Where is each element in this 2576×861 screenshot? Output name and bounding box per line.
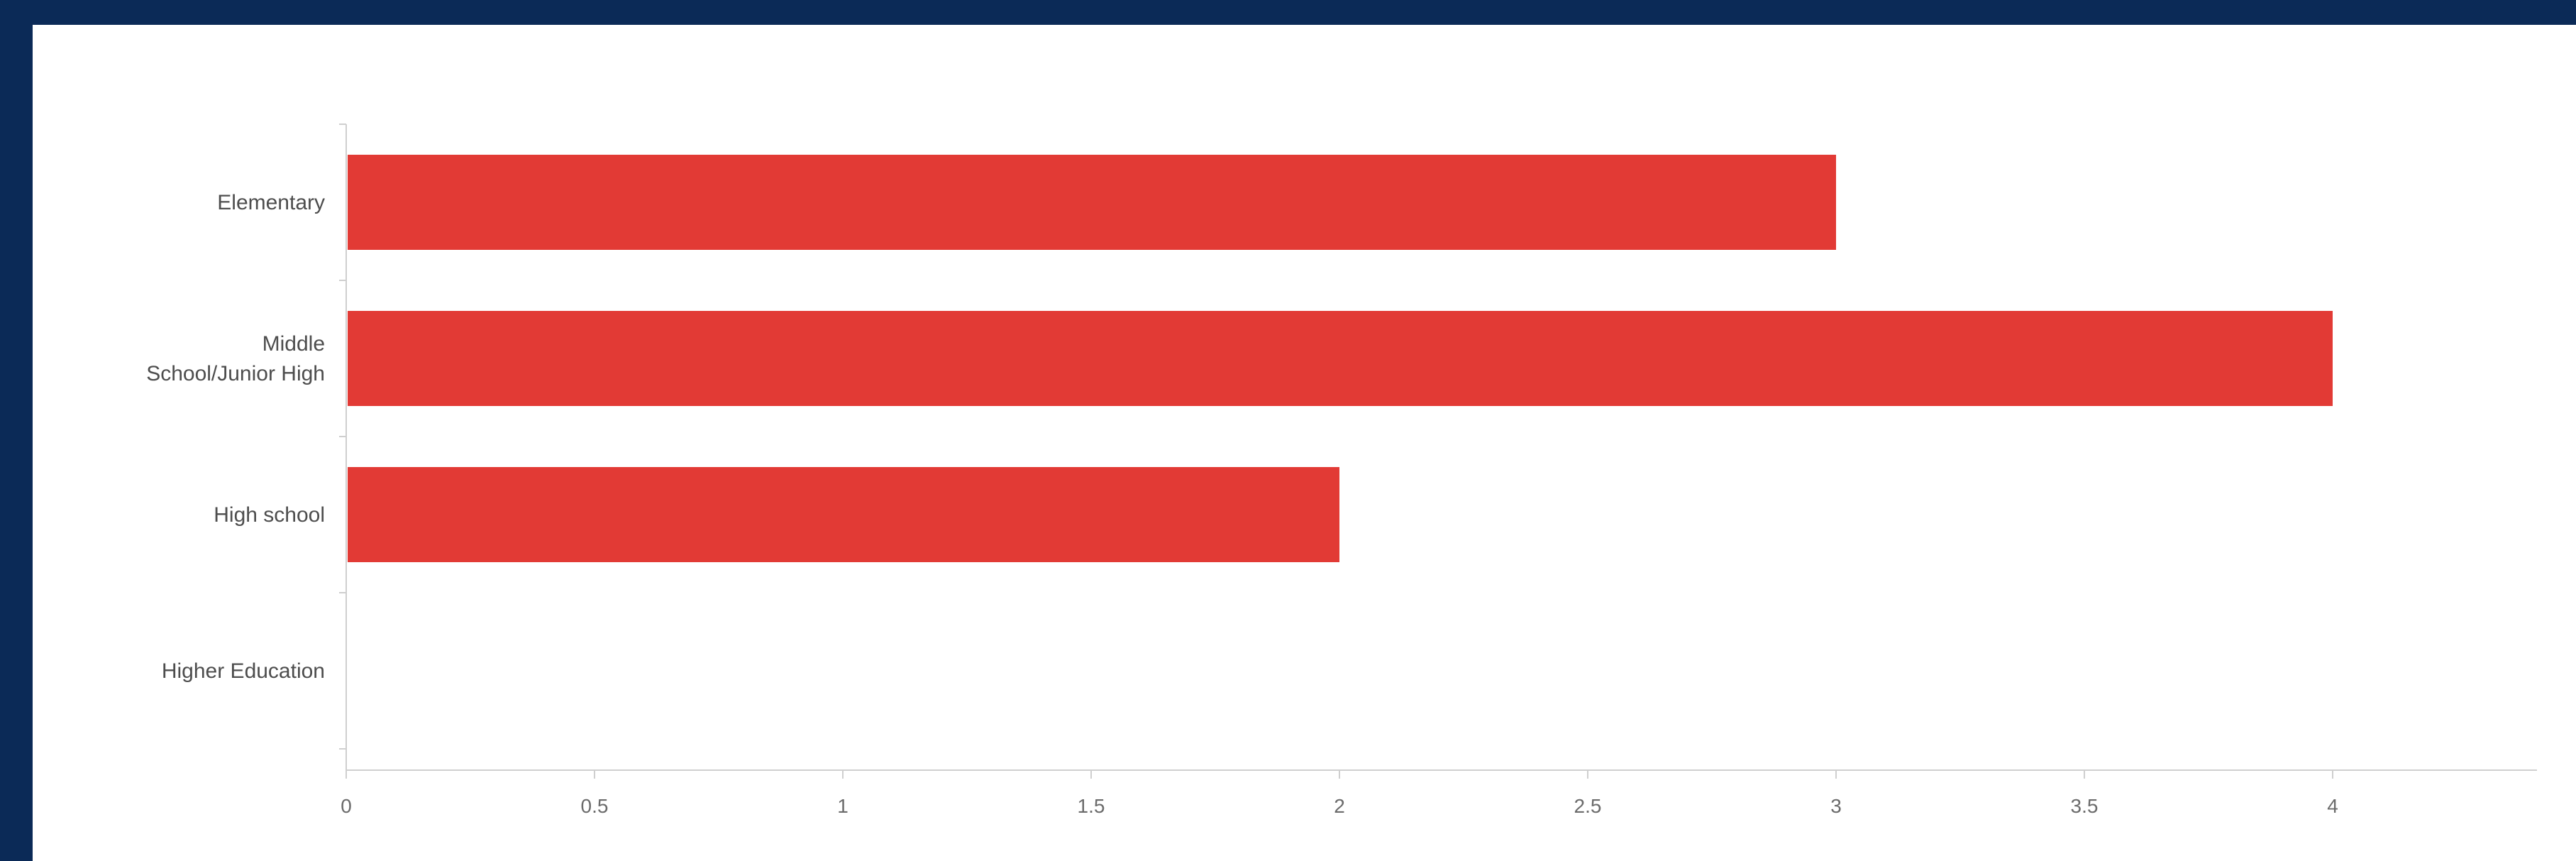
- x-tick-label: 1.5: [1078, 795, 1105, 817]
- category-label-line: Middle: [262, 332, 325, 356]
- category-label: Higher Education: [162, 659, 325, 683]
- x-tick-label: 2: [1334, 795, 1345, 817]
- bar: [348, 467, 1339, 562]
- x-tick-label: 0.5: [581, 795, 609, 817]
- x-tick-label: 2.5: [1574, 795, 1602, 817]
- category-label-line: Elementary: [217, 191, 325, 214]
- bar: [348, 155, 1836, 250]
- category-label: High school: [214, 503, 325, 527]
- x-tick-label: 3.5: [2071, 795, 2099, 817]
- x-tick-label: 4: [2327, 795, 2338, 817]
- category-label: Elementary: [217, 191, 325, 214]
- bar: [348, 311, 2333, 406]
- category-label-line: Higher Education: [162, 659, 325, 683]
- category-label: Middle School/Junior High: [146, 332, 325, 385]
- x-tick-label: 3: [1830, 795, 1842, 817]
- bar-chart: 0 0.5 1 1.5 2 2.5 3 3.5 4 Elementary Middle School/…: [146, 124, 2537, 817]
- chart-panel: 0 0.5 1 1.5 2 2.5 3 3.5 4 Elementary Middle School/…: [33, 25, 2576, 861]
- x-tick-label: 1: [837, 795, 848, 817]
- category-label-line: School/Junior High: [146, 362, 325, 385]
- x-tick-label: 0: [341, 795, 352, 817]
- category-label-line: High school: [214, 503, 325, 527]
